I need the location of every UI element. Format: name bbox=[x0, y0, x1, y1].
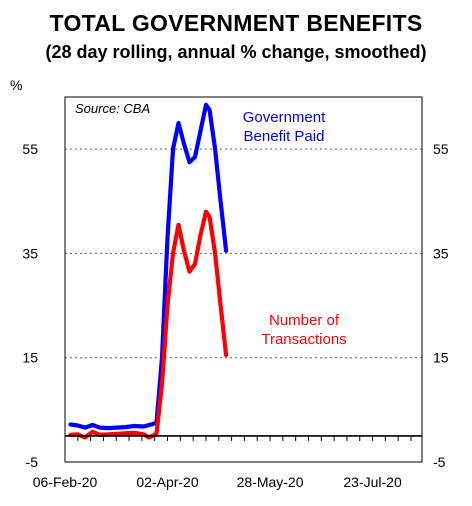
x-tick-label: 02-Apr-20 bbox=[136, 474, 198, 490]
grid-lines bbox=[65, 148, 422, 359]
series-label-number-of-transactions: Number of Transactions bbox=[261, 312, 346, 348]
x-tick-label: 28-May-20 bbox=[237, 474, 304, 490]
series-line-number-of-transactions bbox=[68, 209, 229, 440]
x-tick-label: 23-Jul-20 bbox=[343, 474, 402, 490]
series-line-government-benefit-paid bbox=[68, 102, 229, 431]
x-axis-labels: 06-Feb-20 02-Apr-20 28-May-20 23-Jul-20 bbox=[33, 474, 402, 490]
series-label-line: Number of bbox=[269, 312, 340, 329]
chart-title: TOTAL GOVERNMENT BENEFITS bbox=[49, 10, 423, 36]
y-tick-label-right: -5 bbox=[433, 454, 446, 470]
series-label-line: Transactions bbox=[261, 331, 346, 348]
series-label-government-benefit-paid: Government Benefit Paid bbox=[243, 109, 326, 145]
y-tick-label-right: 15 bbox=[433, 350, 449, 366]
series-lines bbox=[68, 102, 229, 440]
x-axis-ticks bbox=[64, 435, 412, 441]
y-tick-label-left: 55 bbox=[22, 141, 38, 157]
source-note: Source: CBA bbox=[75, 101, 150, 116]
y-axis-unit: % bbox=[10, 77, 22, 93]
y-tick-label-left: 35 bbox=[22, 245, 38, 261]
series-labels: Government Benefit Paid Number of Transacti… bbox=[243, 109, 347, 348]
chart-subtitle: (28 day rolling, annual % change, smooth… bbox=[45, 42, 427, 62]
series-label-line: Benefit Paid bbox=[244, 128, 325, 145]
y-tick-label-left: -5 bbox=[26, 454, 39, 470]
y-tick-label-left: 15 bbox=[22, 350, 38, 366]
y-axis-labels: -5 -5 15 15 35 35 55 55 bbox=[22, 141, 448, 470]
plot-frame bbox=[64, 96, 423, 463]
y-tick-label-right: 55 bbox=[433, 141, 449, 157]
x-tick-label: 06-Feb-20 bbox=[33, 474, 98, 490]
series-label-line: Government bbox=[243, 109, 326, 126]
y-tick-label-right: 35 bbox=[433, 245, 449, 261]
